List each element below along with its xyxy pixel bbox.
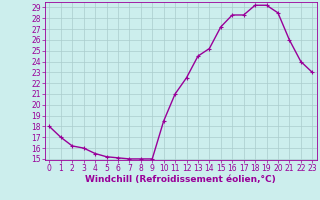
X-axis label: Windchill (Refroidissement éolien,°C): Windchill (Refroidissement éolien,°C) bbox=[85, 175, 276, 184]
